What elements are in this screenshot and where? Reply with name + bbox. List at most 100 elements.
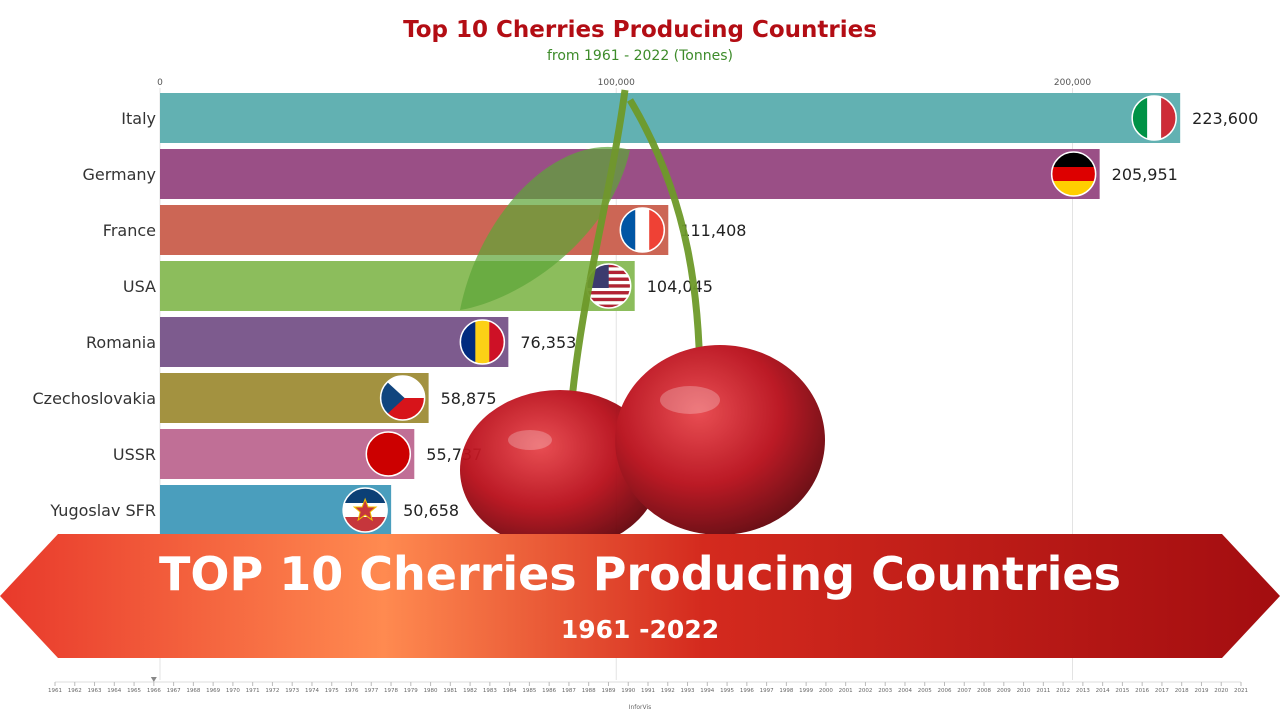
timeline-year[interactable]: 2012 bbox=[1056, 688, 1070, 694]
timeline-year[interactable]: 2021 bbox=[1234, 688, 1248, 694]
timeline-year[interactable]: 1997 bbox=[760, 688, 774, 694]
timeline-year[interactable]: 1969 bbox=[206, 688, 220, 694]
bar-germany bbox=[160, 149, 1100, 199]
romania-flag-icon bbox=[459, 319, 506, 365]
category-label: Yugoslav SFR bbox=[49, 501, 156, 520]
category-label: Italy bbox=[121, 109, 156, 128]
timeline-year[interactable]: 1979 bbox=[404, 688, 418, 694]
czechoslovakia-flag-icon bbox=[379, 375, 426, 421]
timeline-year[interactable]: 1970 bbox=[226, 688, 240, 694]
value-label: 104,045 bbox=[647, 277, 713, 296]
timeline-year[interactable]: 1980 bbox=[424, 688, 438, 694]
timeline-year[interactable]: 1976 bbox=[345, 688, 359, 694]
timeline-year[interactable]: 2009 bbox=[997, 688, 1011, 694]
timeline-year[interactable]: 1992 bbox=[661, 688, 675, 694]
banner-subtitle: 1961 -2022 bbox=[560, 615, 720, 644]
timeline-year[interactable]: 1991 bbox=[641, 688, 655, 694]
timeline-year[interactable]: 1988 bbox=[582, 688, 596, 694]
timeline-year[interactable]: 2017 bbox=[1155, 688, 1169, 694]
ussr-flag-icon bbox=[365, 431, 412, 477]
timeline-year[interactable]: 2001 bbox=[839, 688, 853, 694]
category-label: Czechoslovakia bbox=[33, 389, 157, 408]
timeline-year[interactable]: 1996 bbox=[740, 688, 754, 694]
bar-italy bbox=[160, 93, 1181, 143]
timeline-year[interactable]: 2000 bbox=[819, 688, 833, 694]
value-label: 223,600 bbox=[1192, 109, 1258, 128]
timeline-year[interactable]: 1965 bbox=[127, 688, 141, 694]
x-tick-label: 100,000 bbox=[598, 78, 635, 88]
timeline-year[interactable]: 2011 bbox=[1036, 688, 1050, 694]
timeline-year[interactable]: 1998 bbox=[779, 688, 793, 694]
timeline-year[interactable]: 1982 bbox=[463, 688, 477, 694]
france-flag-icon bbox=[619, 207, 666, 253]
timeline-year[interactable]: 1968 bbox=[186, 688, 200, 694]
timeline-year[interactable]: 1962 bbox=[68, 688, 82, 694]
bar-romania bbox=[160, 317, 509, 367]
timeline-year[interactable]: 1999 bbox=[799, 688, 813, 694]
timeline-year[interactable]: 2018 bbox=[1175, 688, 1189, 694]
title-banner bbox=[0, 534, 1280, 658]
timeline-year[interactable]: 1985 bbox=[522, 688, 536, 694]
yugoslavia-flag-icon bbox=[342, 487, 388, 533]
timeline-year[interactable]: 1989 bbox=[601, 688, 615, 694]
timeline-year[interactable]: 1977 bbox=[364, 688, 378, 694]
value-label: 58,875 bbox=[441, 389, 497, 408]
timeline-year[interactable]: 1966 bbox=[147, 688, 161, 694]
timeline-year[interactable]: 1987 bbox=[562, 688, 576, 694]
x-tick-label: 200,000 bbox=[1054, 78, 1091, 88]
timeline-year[interactable]: 2019 bbox=[1194, 688, 1208, 694]
germany-flag-icon bbox=[1050, 151, 1097, 197]
timeline-year[interactable]: 1981 bbox=[443, 688, 457, 694]
timeline-year[interactable]: 1964 bbox=[107, 688, 121, 694]
timeline-year[interactable]: 2004 bbox=[898, 688, 912, 694]
timeline-year[interactable]: 1967 bbox=[167, 688, 181, 694]
timeline-year[interactable]: 2005 bbox=[918, 688, 932, 694]
timeline-year[interactable]: 2015 bbox=[1115, 688, 1129, 694]
x-tick-label: 0 bbox=[157, 78, 163, 88]
timeline-year[interactable]: 2013 bbox=[1076, 688, 1090, 694]
timeline-year[interactable]: 1986 bbox=[542, 688, 556, 694]
cherry-leaf-icon bbox=[460, 146, 630, 310]
cherry-illustration bbox=[460, 89, 825, 550]
timeline-year[interactable]: 1990 bbox=[621, 688, 635, 694]
category-label: USA bbox=[123, 277, 156, 296]
banner-title: TOP 10 Cherries Producing Countries bbox=[159, 547, 1121, 601]
timeline-year[interactable]: 1978 bbox=[384, 688, 398, 694]
category-label: Romania bbox=[86, 333, 156, 352]
category-label: USSR bbox=[113, 445, 156, 464]
value-label: 205,951 bbox=[1112, 165, 1178, 184]
timeline-year[interactable]: 1983 bbox=[483, 688, 497, 694]
category-label: Germany bbox=[82, 165, 156, 184]
timeline: 1961 1962 1963 1964 1965 1966 1967 1968 1969 1970… bbox=[48, 677, 1248, 694]
timeline-year[interactable]: 1973 bbox=[285, 688, 299, 694]
cherry-right-icon bbox=[615, 345, 825, 535]
timeline-year[interactable]: 1995 bbox=[720, 688, 734, 694]
timeline-year[interactable]: 1994 bbox=[700, 688, 714, 694]
timeline-marker-icon[interactable] bbox=[150, 677, 157, 682]
timeline-year[interactable]: 1971 bbox=[246, 688, 260, 694]
timeline-year[interactable]: 2010 bbox=[1017, 688, 1031, 694]
timeline-year[interactable]: 2014 bbox=[1096, 688, 1110, 694]
timeline-year[interactable]: 1963 bbox=[88, 688, 102, 694]
timeline-year[interactable]: 1984 bbox=[503, 688, 517, 694]
usa-flag-icon bbox=[585, 263, 632, 309]
italy-flag-icon bbox=[1131, 95, 1177, 141]
timeline-year[interactable]: 1961 bbox=[48, 688, 62, 694]
footer-credit: InforVis bbox=[628, 704, 652, 711]
timeline-year[interactable]: 2003 bbox=[878, 688, 892, 694]
timeline-year[interactable]: 2006 bbox=[938, 688, 952, 694]
timeline-year[interactable]: 2016 bbox=[1135, 688, 1149, 694]
chart-subtitle: from 1961 - 2022 (Tonnes) bbox=[546, 48, 733, 64]
timeline-year[interactable]: 2008 bbox=[977, 688, 991, 694]
timeline-year[interactable]: 2020 bbox=[1214, 688, 1228, 694]
timeline-year[interactable]: 1974 bbox=[305, 688, 319, 694]
timeline-year[interactable]: 1972 bbox=[265, 688, 279, 694]
value-label: 76,353 bbox=[520, 333, 576, 352]
timeline-year[interactable]: 1975 bbox=[325, 688, 339, 694]
timeline-year[interactable]: 1993 bbox=[681, 688, 695, 694]
timeline-year[interactable]: 2002 bbox=[858, 688, 872, 694]
timeline-year[interactable]: 2007 bbox=[957, 688, 971, 694]
value-label: 50,658 bbox=[403, 501, 459, 520]
value-label: 111,408 bbox=[680, 221, 746, 240]
